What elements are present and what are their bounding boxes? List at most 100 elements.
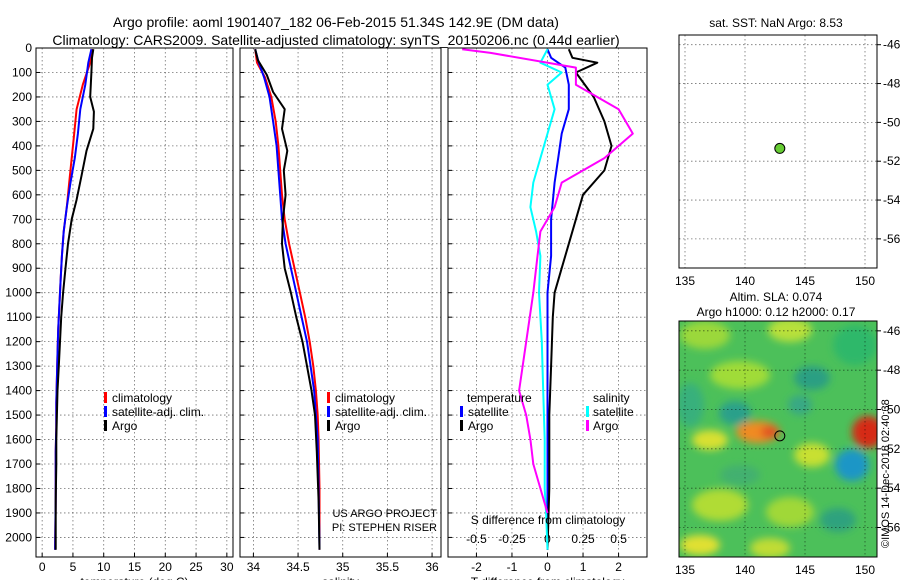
depth-tick-label: 1600 bbox=[5, 433, 32, 447]
depth-tick-label: 800 bbox=[12, 237, 32, 251]
map-lon-tick-label: 145 bbox=[795, 274, 815, 288]
x-tick-label: 0 bbox=[544, 560, 551, 574]
x-tick-label: 25 bbox=[189, 560, 203, 574]
map-lat-tick-label: -48 bbox=[883, 77, 900, 91]
plot-frame bbox=[239, 47, 442, 558]
series-line-satellite-adj-clim- bbox=[254, 48, 321, 550]
map-frame bbox=[678, 34, 878, 269]
sla-heatmap bbox=[679, 321, 877, 557]
sst-map-title: sat. SST: NaN Argo: 8.53 bbox=[709, 16, 843, 30]
map-lat-tick-label: -48 bbox=[883, 363, 900, 377]
legend-swatch-s-argo bbox=[586, 420, 589, 431]
legend-swatch-t-argo bbox=[460, 420, 463, 431]
map-lon-tick-label: 145 bbox=[795, 563, 815, 577]
series-line-t-satellite bbox=[546, 48, 570, 550]
legend-label-argo: Argo bbox=[335, 419, 361, 433]
map-lat-tick-label: -54 bbox=[883, 193, 900, 207]
series-line-argo bbox=[54, 49, 95, 550]
legend-label-s-argo: Argo bbox=[593, 419, 619, 433]
x-axis-label: salinity bbox=[322, 575, 359, 580]
x-tick-label: 15 bbox=[128, 560, 142, 574]
difference-legend: temperature satellite Argo salinity sate… bbox=[460, 391, 634, 433]
depth-tick-label: 1100 bbox=[6, 310, 32, 324]
depth-tick-label: 1900 bbox=[5, 506, 32, 520]
s-diff-tick-label: 0.25 bbox=[571, 532, 595, 546]
map-lat-tick-label: -52 bbox=[883, 442, 900, 456]
project-annotation: US ARGO PROJECT bbox=[332, 508, 437, 520]
depth-tick-label: 1300 bbox=[5, 359, 32, 373]
x-tick-label: 1 bbox=[580, 560, 587, 574]
depth-tick-label: 600 bbox=[12, 188, 32, 202]
legend-swatch-climatology bbox=[104, 392, 107, 403]
x-tick-label: 30 bbox=[220, 560, 234, 574]
map-lat-tick-label: -54 bbox=[883, 481, 900, 495]
header-line-1: Argo profile: aoml 1901407_182 06-Feb-20… bbox=[113, 14, 559, 30]
sla-map-title-1: Altim. SLA: 0.074 bbox=[730, 290, 823, 304]
plot-frame bbox=[447, 47, 648, 558]
map-lat-tick-label: -56 bbox=[883, 232, 900, 246]
legend-swatch-s-satellite bbox=[586, 406, 589, 417]
imos-watermark: ©IMOS 14-Dec-2018 02:40:38 bbox=[880, 399, 892, 548]
x-tick-label: 35 bbox=[336, 560, 350, 574]
series-line-argo bbox=[254, 48, 321, 550]
legend-label-satellite: satellite-adj. clim. bbox=[112, 405, 204, 419]
depth-tick-label: 1700 bbox=[5, 457, 32, 471]
legend-label-climatology: climatology bbox=[112, 391, 172, 405]
sst-map-panel: 135 140 145 150 -46 -48 -50 -52 -54 -56 bbox=[675, 34, 900, 288]
series-line-s-satellite bbox=[529, 48, 563, 550]
map-lat-tick-label: -56 bbox=[883, 521, 900, 535]
legend-swatch-climatology bbox=[327, 392, 330, 403]
pi-annotation: PI: STEPHEN RISER bbox=[332, 522, 437, 534]
s-diff-tick-label: -0.5 bbox=[466, 532, 487, 546]
x-tick-label: 36 bbox=[425, 560, 439, 574]
legend-label-s-satellite: satellite bbox=[593, 405, 634, 419]
depth-tick-label: 1200 bbox=[5, 335, 32, 349]
depth-tick-label: 900 bbox=[12, 261, 32, 275]
sla-map-panel: 135 140 145 150 -46 -48 -50 -52 -54 -56 bbox=[675, 320, 900, 577]
plot-frame bbox=[35, 47, 234, 558]
legend-swatch-argo bbox=[327, 420, 330, 431]
x-tick-label: 34.5 bbox=[286, 560, 310, 574]
map-lat-tick-label: -52 bbox=[883, 154, 900, 168]
map-lon-tick-label: 140 bbox=[735, 274, 755, 288]
legend-title-salinity: salinity bbox=[593, 391, 630, 405]
x-tick-label: 35.5 bbox=[376, 560, 400, 574]
depth-tick-label: 100 bbox=[12, 65, 32, 79]
depth-tick-label: 200 bbox=[12, 90, 32, 104]
x-tick-label: 0 bbox=[39, 560, 46, 574]
depth-tick-label: 300 bbox=[12, 114, 32, 128]
x-tick-label: 5 bbox=[70, 560, 77, 574]
x-axis-label: T difference from climatology bbox=[471, 575, 625, 580]
x-tick-label: 10 bbox=[97, 560, 111, 574]
map-lon-tick-label: 140 bbox=[735, 563, 755, 577]
x-tick-label: -2 bbox=[471, 560, 482, 574]
depth-tick-label: 1800 bbox=[5, 481, 32, 495]
x-tick-label: 2 bbox=[615, 560, 622, 574]
x-axis-label: temperature (deg C) bbox=[80, 575, 188, 580]
s-diff-tick-label: -0.25 bbox=[498, 532, 526, 546]
map-frame bbox=[678, 320, 878, 558]
x-tick-label: 20 bbox=[159, 560, 173, 574]
legend-title-temperature: temperature bbox=[467, 391, 532, 405]
temperature-profile-panel: 0 5 10 15 20 25 300100200300400500600700800900… bbox=[5, 41, 234, 580]
s-diff-tick-label: 0.5 bbox=[610, 532, 627, 546]
depth-tick-label: 1400 bbox=[5, 384, 32, 398]
depth-tick-label: 2000 bbox=[5, 530, 32, 544]
map-lat-tick-label: -46 bbox=[883, 38, 900, 52]
map-lon-tick-label: 150 bbox=[855, 274, 875, 288]
map-lon-tick-label: 135 bbox=[675, 563, 695, 577]
legend-swatch-t-satellite bbox=[460, 406, 463, 417]
series-line-s-argo bbox=[462, 48, 634, 514]
depth-tick-label: 1000 bbox=[5, 286, 32, 300]
depth-tick-label: 400 bbox=[12, 139, 32, 153]
map-lat-tick-label: -46 bbox=[883, 324, 900, 338]
depth-tick-label: 1500 bbox=[5, 408, 32, 422]
map-lat-tick-label: -50 bbox=[883, 115, 900, 129]
sla-map-title-2: Argo h1000: 0.12 h2000: 0.17 bbox=[697, 305, 856, 319]
salinity-legend: climatology satellite-adj. clim. Argo bbox=[327, 391, 427, 433]
series-line-climatology bbox=[54, 49, 94, 550]
map-lat-tick-label: -50 bbox=[883, 403, 900, 417]
legend-label-climatology: climatology bbox=[335, 391, 395, 405]
